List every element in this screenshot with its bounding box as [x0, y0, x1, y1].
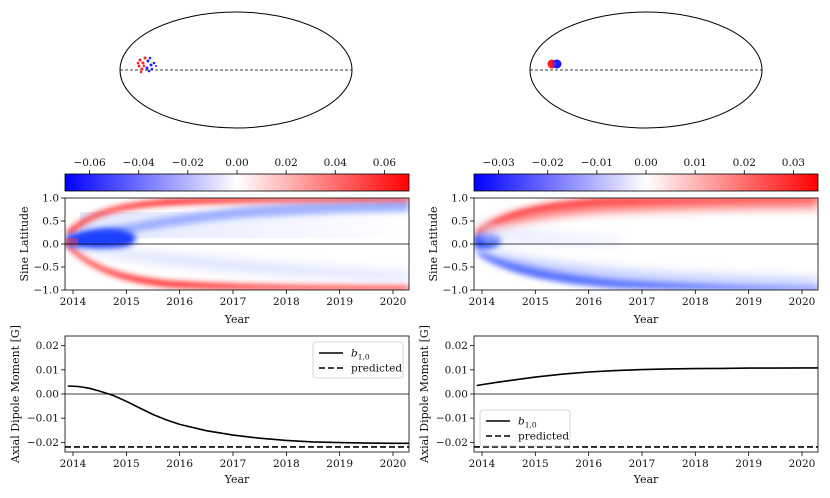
colorbar-gradient — [64, 173, 410, 192]
x-tick-label: 2018 — [273, 458, 300, 470]
x-tick-label: 2014 — [60, 458, 87, 470]
x-tick-label: 2020 — [789, 458, 816, 470]
colorbar-gradient — [473, 173, 819, 192]
right-butterfly-diagram: 2014 2015 2016 2017 2018 2019 2020 1.0 0.5 0.0 −0.… — [427, 193, 819, 326]
legend-box — [312, 341, 404, 379]
colorbar-tick-label: 0.02 — [274, 157, 297, 169]
legend-label: predicted — [518, 431, 569, 443]
left-disk — [119, 11, 353, 129]
x-tick-label: 2015 — [522, 458, 549, 470]
colorbar-tick-label: −0.03 — [482, 157, 514, 169]
y-tick-label: 0.02 — [36, 340, 59, 352]
dipole-ylabel: Axial Dipole Moment [G] — [9, 325, 22, 464]
y-tick-label: −0.5 — [34, 262, 60, 274]
y-tick-label: 0.00 — [36, 389, 59, 401]
colorbar-tick-label: −0.02 — [172, 157, 204, 169]
y-tick-label: −0.01 — [27, 413, 59, 425]
colorbar-tick-label: 0.03 — [782, 157, 805, 169]
bipolar-spot — [136, 56, 157, 74]
x-tick-label: 2017 — [220, 458, 247, 470]
y-tick-label: 0.01 — [445, 364, 468, 376]
x-tick-label: 2015 — [113, 458, 140, 470]
colorbar-tick-label: 0.02 — [733, 157, 756, 169]
colorbar-tick-label: −0.04 — [123, 157, 155, 169]
left-panel: −0.06 −0.04 −0.02 0.00 0.02 0.04 0.06 — [9, 11, 410, 486]
x-tick-label: 2018 — [682, 458, 709, 470]
x-tick-label: 2015 — [113, 296, 140, 308]
dipole-xlabel: Year — [633, 473, 659, 486]
x-tick-label: 2015 — [522, 296, 549, 308]
x-tick-label: 2017 — [629, 296, 656, 308]
y-tick-label: 0.0 — [451, 239, 468, 251]
x-tick-label: 2014 — [469, 458, 496, 470]
x-tick-label: 2017 — [629, 458, 656, 470]
x-tick-label: 2019 — [735, 296, 762, 308]
right-disk — [529, 11, 763, 129]
x-tick-label: 2018 — [273, 296, 300, 308]
colorbar-tick-label: 0.06 — [373, 157, 397, 169]
dipole-xlabel: Year — [224, 473, 250, 486]
colorbar-tick-label: 0.01 — [683, 157, 706, 169]
x-tick-label: 2016 — [575, 296, 602, 308]
dipole-ylabel: Axial Dipole Moment [G] — [418, 325, 431, 464]
b10-line — [476, 367, 818, 387]
x-tick-label: 2016 — [166, 296, 193, 308]
y-tick-label: −1.0 — [34, 285, 60, 297]
y-tick-label: 0.00 — [445, 389, 468, 401]
left-dipole-chart: 2014 2015 2016 2017 2018 2019 2020 0.02 0.01 0.00… — [9, 325, 410, 486]
x-tick-label: 2020 — [380, 458, 407, 470]
x-tick-label: 2014 — [469, 296, 496, 308]
colorbar-tick-label: 0.00 — [634, 157, 657, 169]
legend-label: b1,0 — [351, 348, 370, 362]
butterfly-xlabel: Year — [224, 313, 250, 326]
bipolar-spot — [547, 59, 562, 69]
y-tick-label: 0.5 — [451, 216, 468, 228]
colorbar-tick-label: 0.00 — [225, 157, 248, 169]
b10-line — [67, 385, 409, 445]
y-tick-label: 0.01 — [36, 364, 59, 376]
x-tick-label: 2018 — [682, 296, 709, 308]
legend-label: predicted — [351, 363, 402, 375]
colorbar-tick-label: −0.02 — [532, 157, 564, 169]
legend-box — [479, 409, 571, 447]
left-butterfly-diagram: 2014 2015 2016 2017 2018 2019 2020 1.0 0.5 0.0 −0.… — [18, 193, 410, 326]
y-tick-label: −0.5 — [443, 262, 469, 274]
x-tick-label: 2014 — [60, 296, 87, 308]
butterfly-xlabel: Year — [633, 313, 659, 326]
y-tick-label: 1.0 — [42, 193, 59, 205]
x-tick-label: 2017 — [220, 296, 247, 308]
colorbar-tick-label: −0.01 — [581, 157, 613, 169]
legend-label: b1,0 — [518, 416, 537, 430]
x-tick-label: 2016 — [166, 458, 193, 470]
y-tick-label: −1.0 — [443, 285, 469, 297]
right-panel: −0.03 −0.02 −0.01 0.00 0.01 0.02 0.03 2014 2015… — [418, 11, 819, 486]
butterfly-ylabel: Sine Latitude — [427, 206, 440, 281]
x-tick-label: 2020 — [380, 296, 407, 308]
y-tick-label: 0.5 — [42, 216, 59, 228]
right-colorbar: −0.03 −0.02 −0.01 0.00 0.01 0.02 0.03 — [473, 157, 819, 192]
y-tick-label: −0.01 — [436, 413, 468, 425]
x-tick-label: 2019 — [735, 458, 762, 470]
x-tick-label: 2020 — [789, 296, 816, 308]
right-dipole-chart: 2014 2015 2016 2017 2018 2019 2020 0.02 0.01 0.00… — [418, 325, 819, 486]
y-tick-label: −0.02 — [27, 437, 59, 449]
x-tick-label: 2019 — [326, 458, 353, 470]
y-tick-label: 1.0 — [451, 193, 468, 205]
x-tick-label: 2016 — [575, 458, 602, 470]
butterfly-ylabel: Sine Latitude — [18, 206, 31, 281]
colorbar-tick-label: 0.04 — [324, 157, 348, 169]
left-colorbar: −0.06 −0.04 −0.02 0.00 0.02 0.04 0.06 — [64, 157, 410, 192]
y-tick-label: 0.02 — [445, 340, 468, 352]
y-tick-label: −0.02 — [436, 437, 468, 449]
y-tick-label: 0.0 — [42, 239, 59, 251]
colorbar-tick-label: −0.06 — [73, 157, 105, 169]
x-tick-label: 2019 — [326, 296, 353, 308]
